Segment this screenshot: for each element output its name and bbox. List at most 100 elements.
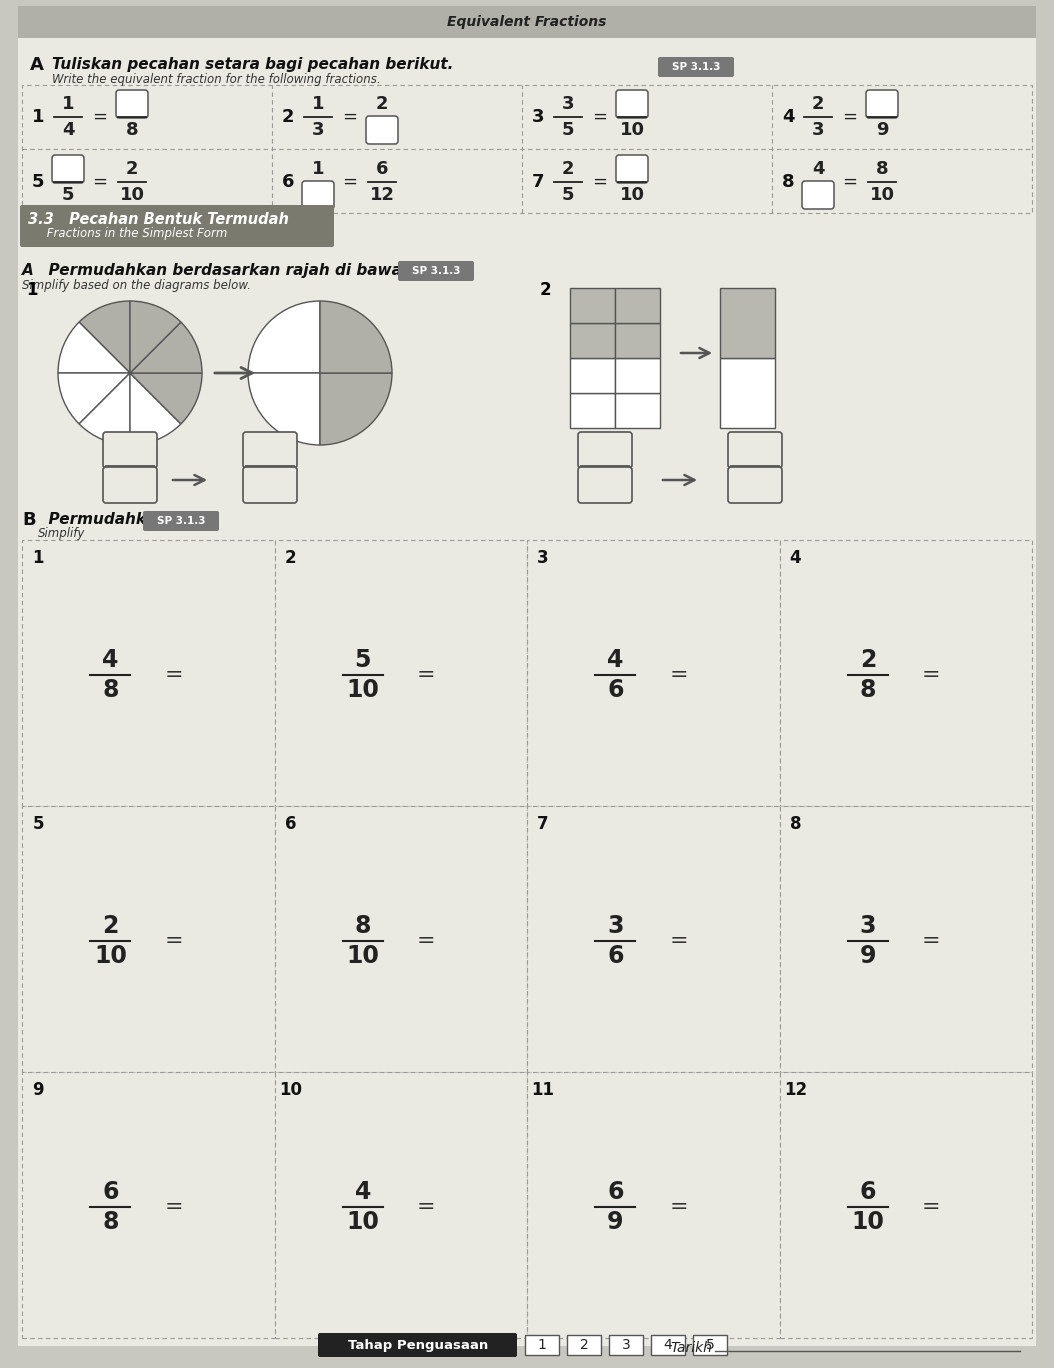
Text: 10: 10 [347, 679, 379, 702]
Text: 3: 3 [312, 120, 325, 140]
Text: 1: 1 [32, 108, 44, 126]
Text: =: = [921, 932, 940, 951]
Text: 11: 11 [531, 1081, 554, 1099]
FancyBboxPatch shape [103, 432, 157, 468]
Text: 4: 4 [62, 120, 74, 140]
Text: =: = [343, 172, 357, 192]
Text: 2: 2 [125, 160, 138, 178]
Bar [692, 1335, 727, 1354]
Text: 10: 10 [347, 944, 379, 969]
Text: 8: 8 [789, 815, 801, 833]
FancyBboxPatch shape [243, 466, 297, 503]
Text: 2: 2 [285, 549, 296, 566]
Bar [527, 540, 780, 806]
Text: 3: 3 [562, 94, 574, 114]
Text: 8: 8 [102, 679, 119, 702]
Text: 12: 12 [784, 1081, 807, 1099]
Wedge shape [58, 321, 130, 373]
Text: 2: 2 [562, 160, 574, 178]
Text: 4: 4 [812, 160, 824, 178]
Text: 6: 6 [607, 944, 624, 969]
Text: =: = [416, 1197, 435, 1218]
FancyBboxPatch shape [728, 432, 782, 468]
Bar [614, 393, 660, 428]
FancyBboxPatch shape [578, 466, 632, 503]
Text: Tahap Penguasaan: Tahap Penguasaan [348, 1338, 488, 1352]
Bar [570, 358, 614, 393]
Text: 4: 4 [789, 549, 801, 566]
FancyBboxPatch shape [116, 90, 148, 118]
FancyBboxPatch shape [302, 181, 334, 209]
Text: 3: 3 [622, 1338, 630, 1352]
FancyBboxPatch shape [143, 512, 219, 531]
FancyBboxPatch shape [658, 57, 734, 77]
Text: 6: 6 [281, 172, 294, 192]
Text: =: = [921, 665, 940, 685]
Bar [527, 806, 780, 1073]
Text: 2: 2 [540, 280, 551, 300]
Text: 6: 6 [607, 1181, 624, 1204]
Bar [22, 1073, 274, 1338]
Text: =: = [164, 665, 182, 685]
FancyBboxPatch shape [802, 181, 834, 209]
Text: 8: 8 [782, 172, 795, 192]
FancyBboxPatch shape [366, 116, 398, 144]
Text: 3.3   Pecahan Bentuk Termudah: 3.3 Pecahan Bentuk Termudah [28, 212, 289, 227]
Text: 6: 6 [607, 679, 624, 702]
Text: 1: 1 [538, 1338, 546, 1352]
Text: 4: 4 [664, 1338, 672, 1352]
Text: 10: 10 [620, 120, 644, 140]
Bar [18, 5, 1036, 38]
Text: SP 3.1.3: SP 3.1.3 [412, 265, 461, 276]
Bar [570, 289, 614, 323]
Text: Simplify based on the diagrams below.: Simplify based on the diagrams below. [22, 279, 251, 291]
Wedge shape [248, 373, 320, 445]
Bar [570, 393, 614, 428]
Text: =: = [416, 932, 435, 951]
FancyBboxPatch shape [728, 466, 782, 503]
Bar [570, 323, 614, 358]
Bar [720, 358, 775, 428]
FancyBboxPatch shape [20, 205, 334, 248]
Text: 10: 10 [279, 1081, 302, 1099]
Text: Tarikh: Tarikh [670, 1341, 711, 1354]
Text: Equivalent Fractions: Equivalent Fractions [447, 15, 607, 29]
Text: 5: 5 [562, 120, 574, 140]
FancyBboxPatch shape [398, 261, 474, 280]
Text: 10: 10 [620, 186, 644, 204]
Text: 5: 5 [62, 186, 74, 204]
Text: 5: 5 [354, 648, 371, 672]
Bar [651, 1335, 685, 1354]
Bar [780, 540, 1032, 806]
Text: B: B [22, 512, 36, 529]
Wedge shape [320, 373, 392, 445]
Text: =: = [842, 172, 858, 192]
Text: =: = [669, 1197, 688, 1218]
Text: 5: 5 [562, 186, 574, 204]
Text: 3: 3 [812, 120, 824, 140]
FancyBboxPatch shape [243, 432, 297, 468]
Bar [720, 289, 775, 358]
Text: 1: 1 [312, 160, 325, 178]
Text: 10: 10 [852, 1211, 884, 1234]
Text: 2: 2 [375, 94, 388, 114]
Text: =: = [164, 1197, 182, 1218]
Text: =: = [669, 932, 688, 951]
Text: 9: 9 [33, 1081, 44, 1099]
Wedge shape [130, 321, 202, 373]
Bar [274, 540, 527, 806]
Text: 1: 1 [62, 94, 74, 114]
Text: =: = [416, 665, 435, 685]
Text: 6: 6 [375, 160, 388, 178]
Bar [614, 358, 660, 393]
Text: =: = [343, 108, 357, 126]
Text: =: = [842, 108, 858, 126]
Wedge shape [58, 373, 130, 424]
Bar [614, 323, 660, 358]
Wedge shape [320, 301, 392, 373]
Text: Fractions in the Simplest Form: Fractions in the Simplest Form [28, 227, 228, 241]
Text: SP 3.1.3: SP 3.1.3 [157, 516, 206, 527]
FancyBboxPatch shape [578, 432, 632, 468]
Text: 3: 3 [607, 914, 624, 938]
Wedge shape [79, 373, 130, 445]
